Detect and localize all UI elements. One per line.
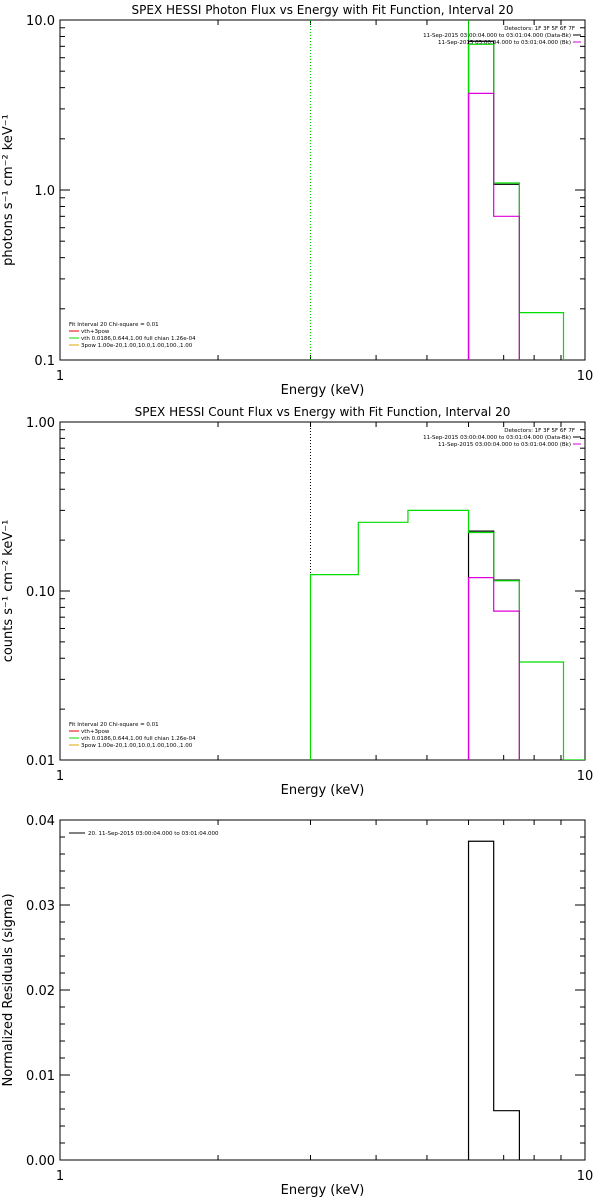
series-2-histogram [467,92,521,360]
series-1-histogram [309,509,585,760]
legend-label: 3pow 1.00e-20,1.00,10.0,1.00,100.,1.00 [81,343,193,349]
legend-label: 20. 11-Sep-2015 03:00:04.000 to 03:01:04… [88,831,219,837]
plot-area [309,422,585,760]
x-tick-label: 1 [56,1169,64,1184]
legend-label: vth+3pow [81,729,110,735]
y-tick-label: 0.04 [26,814,55,829]
x-tick-label: 1 [56,769,64,784]
y-tick-label: 1.00 [26,416,55,431]
x-axis-label: Energy (keV) [281,1183,365,1198]
x-axis-label: Energy (keV) [281,383,365,398]
plot-area [467,840,521,1160]
chart-count: SPEX HESSI Count Flux vs Energy with Fit… [1,405,593,798]
y-tick-label: 10.0 [26,14,55,29]
x-tick-label: 1 [56,369,64,384]
y-tick-label: 0.02 [26,984,55,999]
x-axis: 1 10 [56,20,593,384]
legend-detectors-title: Detectors: 1F 3F 5F 6F 7F [504,428,575,434]
x-axis: 1 10 [56,422,593,784]
chart-resid: 1 10 Energy (keV) 0.00 0.01 0.02 0.03 0.04 Norma… [1,814,593,1198]
y-tick-label: 0.03 [26,899,55,914]
legend-detectors-title: Detectors: 1F 3F 5F 6F 7F [504,26,575,32]
legend-label: vth+3pow [81,329,110,335]
plot-frame [59,19,586,361]
y-axis-label: counts s⁻¹ cm⁻² keV⁻¹ [1,520,16,663]
plot-area [309,20,565,360]
y-tick-label: 0.1 [34,354,55,369]
chart-photon: SPEX HESSI Photon Flux vs Energy with Fi… [1,3,593,398]
x-tick-label: 10 [577,1169,594,1184]
y-tick-label: 0.01 [26,1069,55,1084]
chart-title: SPEX HESSI Photon Flux vs Energy with Fi… [132,3,514,17]
chart-title: SPEX HESSI Count Flux vs Energy with Fit… [135,405,511,419]
series-2-histogram [467,577,521,760]
legend-label: vth 0.0186,0.644,1.00 full chian 1.26e-0… [81,336,196,342]
x-axis: 1 10 [56,820,593,1184]
y-axis: 0.00 0.01 0.02 0.03 0.04 [26,814,585,1169]
legend-fit-title: Fit Interval 20 Chi-square = 0.01 [69,722,159,728]
plot-frame [59,421,586,761]
legend-label: 3pow 1.00e-20,1.00,10.0,1.00,100.,1.00 [81,743,193,749]
legend-residuals: 20. 11-Sep-2015 03:00:04.000 to 03:01:04… [69,831,219,837]
legend-label: vth 0.0186,0.644,1.00 full chian 1.26e-0… [81,736,196,742]
y-axis: 0.01 0.10 1.00 [26,416,585,769]
legend-label: 11-Sep-2015 03:00:04.000 to 03:01:04.000… [438,40,571,46]
x-tick-label: 10 [577,769,594,784]
y-axis: 0.1 1.0 10.0 [26,14,585,369]
series-1-histogram [467,43,565,360]
plot-frame [59,819,586,1161]
legend-label: 11-Sep-2015 03:00:04.000 to 03:01:04.000… [423,33,571,39]
y-axis-label: photons s⁻¹ cm⁻² keV⁻¹ [1,114,16,266]
x-axis-label: Energy (keV) [281,783,365,798]
y-tick-label: 1.0 [34,184,55,199]
x-tick-label: 10 [577,369,594,384]
y-tick-label: 0.10 [26,585,55,600]
legend-fit: Fit Interval 20 Chi-square = 0.01vth+3po… [69,322,196,349]
legend-fit: Fit Interval 20 Chi-square = 0.01vth+3po… [69,722,196,749]
y-tick-label: 0.00 [26,1154,55,1169]
legend-label: 11-Sep-2015 03:00:04.000 to 03:01:04.000… [438,442,571,448]
y-tick-label: 0.01 [26,754,55,769]
legend-fit-title: Fit Interval 20 Chi-square = 0.01 [69,322,159,328]
legend-label: 11-Sep-2015 03:00:04.000 to 03:01:04.000… [423,435,571,441]
series-0-histogram [467,840,521,1160]
y-axis-label: Normalized Residuals (sigma) [1,893,16,1086]
